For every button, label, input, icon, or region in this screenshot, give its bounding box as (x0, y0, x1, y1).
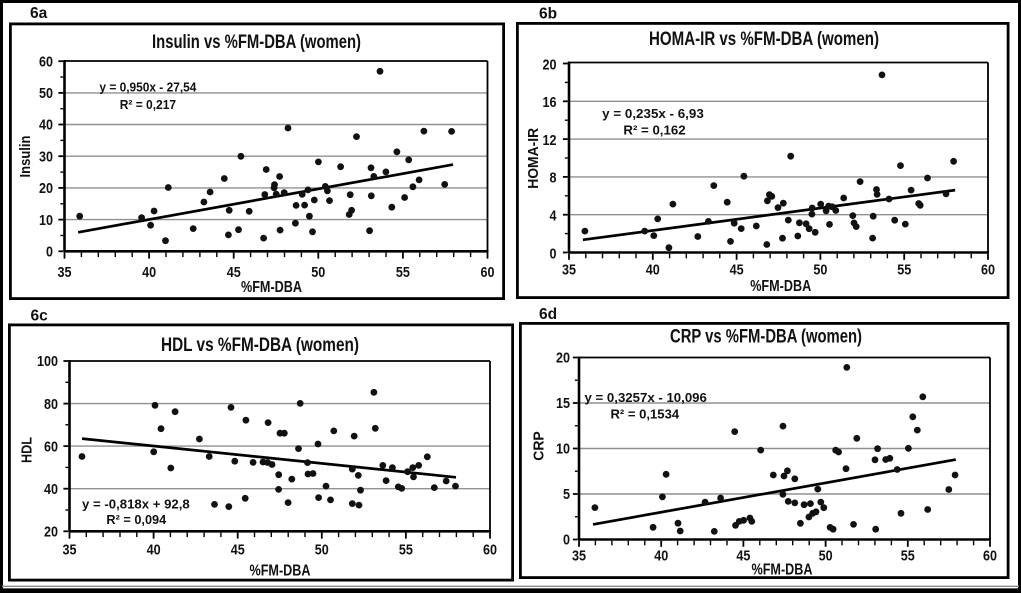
svg-text:10: 10 (39, 212, 53, 229)
svg-text:50: 50 (311, 264, 325, 281)
svg-text:0: 0 (563, 532, 570, 549)
svg-text:16: 16 (543, 94, 557, 111)
svg-text:55: 55 (399, 542, 413, 559)
svg-text:15: 15 (556, 395, 570, 412)
svg-text:80: 80 (44, 396, 58, 413)
svg-text:40: 40 (142, 264, 156, 281)
svg-text:6c: 6c (31, 308, 49, 325)
svg-text:40: 40 (646, 262, 660, 279)
svg-text:100: 100 (37, 353, 58, 370)
svg-text:55: 55 (396, 264, 410, 281)
svg-text:6a: 6a (30, 5, 48, 22)
svg-text:35: 35 (562, 262, 576, 279)
svg-text:12: 12 (543, 132, 557, 149)
svg-text:CRP vs %FM-DBA (women): CRP vs %FM-DBA (women) (670, 327, 862, 348)
svg-text:HDL vs %FM-DBA (women): HDL vs %FM-DBA (women) (161, 335, 359, 356)
svg-text:R² = 0,094: R² = 0,094 (106, 512, 167, 527)
svg-text:Insulin vs %FM-DBA (women): Insulin vs %FM-DBA (women) (152, 32, 361, 53)
svg-text:4: 4 (550, 208, 558, 225)
svg-text:45: 45 (231, 542, 245, 559)
svg-text:60: 60 (483, 542, 497, 559)
svg-text:30: 30 (39, 148, 53, 165)
svg-text:20: 20 (44, 524, 58, 541)
svg-text:40: 40 (39, 117, 53, 134)
svg-text:5: 5 (563, 486, 570, 503)
svg-text:35: 35 (572, 548, 586, 565)
svg-text:0: 0 (46, 244, 53, 261)
svg-text:40: 40 (147, 542, 161, 559)
svg-text:35: 35 (63, 542, 77, 559)
svg-text:y = 0,235x - 6,93: y = 0,235x - 6,93 (602, 106, 704, 121)
svg-text:y = 0,950x - 27,54: y = 0,950x - 27,54 (99, 80, 197, 95)
svg-text:55: 55 (901, 548, 915, 565)
svg-text:10: 10 (556, 441, 570, 458)
svg-text:60: 60 (481, 264, 495, 281)
svg-text:40: 40 (44, 481, 58, 498)
svg-text:60: 60 (44, 438, 58, 455)
svg-text:R² = 0,162: R² = 0,162 (623, 123, 685, 138)
svg-text:20: 20 (543, 56, 557, 73)
svg-text:6d: 6d (539, 306, 557, 323)
svg-text:40: 40 (654, 548, 668, 565)
svg-text:45: 45 (730, 262, 744, 279)
svg-text:%FM-DBA: %FM-DBA (250, 563, 311, 580)
svg-text:50: 50 (39, 85, 53, 102)
svg-text:R² = 0,217: R² = 0,217 (120, 97, 176, 112)
svg-text:45: 45 (227, 264, 241, 281)
svg-text:y = 0,3257x - 10,096: y = 0,3257x - 10,096 (585, 390, 707, 405)
svg-text:20: 20 (556, 350, 570, 367)
svg-text:50: 50 (819, 548, 833, 565)
svg-text:R² = 0,1534: R² = 0,1534 (611, 406, 680, 421)
svg-text:35: 35 (58, 264, 72, 281)
svg-text:60: 60 (39, 53, 53, 70)
svg-text:HDL: HDL (19, 437, 36, 463)
svg-text:y = -0,818x + 92,8: y = -0,818x + 92,8 (82, 497, 190, 512)
svg-text:45: 45 (736, 548, 750, 565)
svg-text:%FM-DBA: %FM-DBA (752, 562, 813, 579)
svg-text:Insulin: Insulin (17, 136, 34, 178)
svg-text:60: 60 (983, 548, 997, 565)
svg-text:CRP: CRP (530, 431, 547, 461)
svg-text:HOMA-IR vs %FM-DBA (women): HOMA-IR vs %FM-DBA (women) (649, 29, 879, 50)
svg-text:60: 60 (981, 262, 995, 279)
svg-text:50: 50 (813, 262, 827, 279)
svg-text:HOMA-IR: HOMA-IR (525, 128, 542, 189)
svg-text:%FM-DBA: %FM-DBA (750, 278, 811, 295)
svg-text:6b: 6b (539, 6, 557, 23)
svg-text:%FM-DBA: %FM-DBA (241, 279, 302, 296)
svg-text:50: 50 (315, 542, 329, 559)
svg-text:20: 20 (39, 180, 53, 197)
svg-text:8: 8 (550, 170, 557, 187)
svg-text:0: 0 (550, 245, 557, 262)
svg-text:55: 55 (897, 262, 911, 279)
